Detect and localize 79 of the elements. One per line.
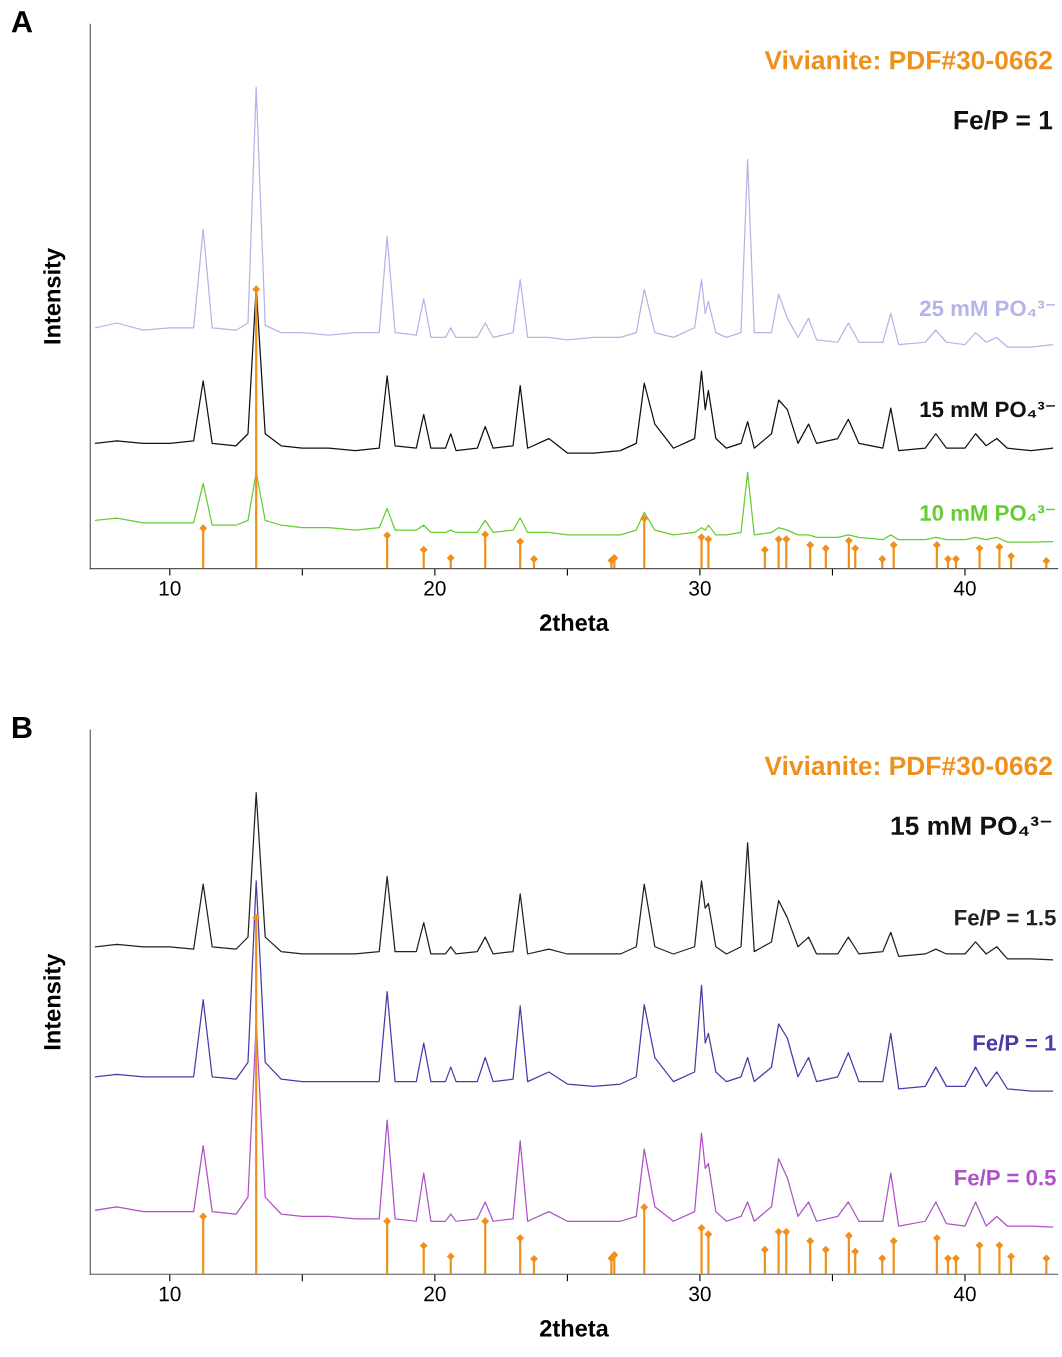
y-axis-title: Intensity xyxy=(43,953,66,1050)
point xyxy=(383,1217,391,1225)
point xyxy=(610,1251,618,1259)
point xyxy=(851,1247,859,1256)
chart-title: A xyxy=(11,11,33,33)
annotation: Fe/P = 1 xyxy=(954,110,1053,130)
x-axis-title: 2theta xyxy=(540,613,609,632)
x-tick-label: 40 xyxy=(953,580,976,596)
point xyxy=(774,1228,783,1236)
annotation: 15 mM PO₄³⁻ xyxy=(891,816,1052,836)
point xyxy=(530,1255,538,1263)
point xyxy=(199,1212,207,1221)
text: Vivianite: PDF#30-0662 xyxy=(764,50,1052,70)
x-tick-label: 30 xyxy=(689,1286,711,1302)
point xyxy=(933,1234,941,1242)
point xyxy=(1007,552,1015,560)
point xyxy=(774,535,783,543)
point xyxy=(447,1252,455,1261)
point xyxy=(481,1217,489,1225)
point xyxy=(516,1234,524,1242)
point xyxy=(252,914,260,922)
point xyxy=(822,544,830,552)
point xyxy=(530,555,538,563)
point xyxy=(975,544,984,552)
point xyxy=(845,1232,853,1240)
point xyxy=(1007,1252,1015,1261)
point xyxy=(704,535,713,543)
point xyxy=(383,531,391,539)
point xyxy=(697,1224,706,1232)
point xyxy=(481,530,489,539)
point xyxy=(995,543,1004,551)
series-label: 25 mM PO₄³⁻ xyxy=(920,300,1055,317)
x-tick-label: 30 xyxy=(689,580,711,596)
x-tick-label: 40 xyxy=(953,1286,976,1302)
point xyxy=(761,546,769,554)
point xyxy=(782,535,790,543)
chart-title: B xyxy=(12,716,32,738)
point xyxy=(199,524,207,532)
point xyxy=(952,1254,960,1262)
point xyxy=(806,1237,814,1245)
point xyxy=(704,1230,713,1238)
x-axis-title: 2theta xyxy=(540,1319,609,1337)
point xyxy=(420,546,428,554)
point xyxy=(1042,1254,1050,1262)
point xyxy=(516,537,524,546)
series-label: 10 mM PO₄³⁻ xyxy=(920,505,1055,522)
point xyxy=(933,541,941,549)
point xyxy=(851,544,859,552)
point xyxy=(447,554,455,562)
y-axis-title: Intensity xyxy=(43,248,66,344)
point xyxy=(975,1241,984,1249)
point xyxy=(252,285,260,293)
point xyxy=(640,514,648,523)
series-label: 15 mM PO₄³⁻ xyxy=(920,401,1055,418)
point xyxy=(890,1237,898,1245)
point xyxy=(878,1254,886,1262)
point xyxy=(845,537,853,545)
point xyxy=(806,541,814,549)
x-tick-label: 10 xyxy=(159,1286,181,1302)
point xyxy=(878,555,886,563)
point xyxy=(890,541,898,549)
point xyxy=(761,1246,769,1254)
point xyxy=(697,533,706,541)
point xyxy=(822,1246,830,1254)
point xyxy=(952,555,960,563)
series-label: Fe/P = 1.5 xyxy=(955,909,1056,926)
point xyxy=(420,1242,428,1250)
point xyxy=(944,555,952,563)
x-tick-label: 20 xyxy=(424,1286,446,1302)
x-tick-label: 20 xyxy=(424,580,446,596)
series-label: Fe/P = 0.5 xyxy=(955,1169,1056,1186)
point xyxy=(1042,557,1050,565)
point xyxy=(995,1241,1004,1249)
text: Vivianite: PDF#30-0662 xyxy=(764,755,1052,776)
point xyxy=(944,1254,952,1262)
point xyxy=(640,1203,648,1211)
x-tick-label: 10 xyxy=(159,580,181,596)
point xyxy=(782,1228,790,1236)
series-label: Fe/P = 1 xyxy=(973,1034,1056,1051)
